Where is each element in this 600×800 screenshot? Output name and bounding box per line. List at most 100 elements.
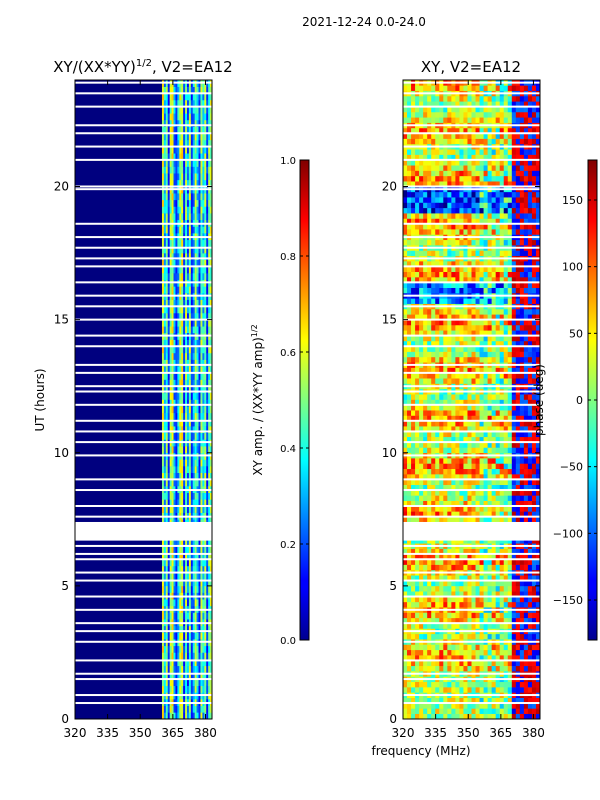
amplitude-cell [190, 139, 194, 147]
amplitude-cell [188, 625, 192, 633]
amplitude-cell [179, 206, 182, 214]
phase-cell [515, 687, 521, 693]
phase-cell [443, 580, 448, 587]
phase-cell [447, 537, 452, 544]
phase-cell [459, 511, 464, 517]
amplitude-cell [175, 406, 178, 414]
amplitude-cell [165, 479, 169, 487]
amplitude-cell [167, 273, 170, 280]
phase-cell [419, 500, 424, 507]
phase-cell [527, 665, 533, 672]
amplitude-cell [171, 412, 174, 420]
amplitude-cell [186, 319, 190, 327]
amplitude-cell [175, 266, 178, 274]
amplitude-cell [188, 139, 192, 147]
amplitude-cell [204, 412, 207, 420]
phase-cell [435, 655, 440, 661]
phase-cell [463, 506, 468, 512]
amplitude-cell [173, 685, 176, 693]
amplitude-cell [196, 672, 199, 680]
amplitude-blank-row [75, 222, 212, 225]
amplitude-cell [186, 199, 190, 207]
phase-cell [503, 596, 509, 603]
phase-cell [499, 378, 505, 384]
amplitude-cell [204, 339, 207, 347]
phase-cell [531, 649, 537, 656]
phase-cell [531, 681, 537, 688]
phase-cell [503, 394, 509, 400]
amplitude-cell [177, 652, 180, 660]
amplitude-cell [200, 399, 203, 407]
phase-cell [439, 463, 444, 470]
phase-cell [439, 687, 444, 693]
phase-cell [411, 436, 416, 443]
phase-cell [451, 511, 456, 517]
phase-cell [463, 665, 468, 672]
amplitude-cell [186, 372, 190, 380]
phase-cell [463, 585, 468, 592]
amplitude-cell [179, 306, 182, 314]
phase-cell [535, 367, 540, 374]
amplitude-cell [190, 239, 194, 247]
amplitude-cell [173, 659, 176, 667]
phase-cell [423, 447, 428, 454]
phase-cell [419, 378, 424, 384]
phase-cell [487, 633, 492, 640]
phase-cell [475, 537, 480, 544]
amplitude-cell [183, 672, 186, 680]
phase-cell [523, 649, 529, 656]
amplitude-cell [198, 312, 201, 320]
phase-cell [451, 484, 456, 491]
amplitude-cell [206, 446, 209, 454]
phase-cell [471, 372, 476, 379]
amplitude-cell [173, 392, 176, 400]
amplitude-cell [200, 346, 203, 354]
phase-cell [503, 708, 509, 714]
phase-cell [475, 644, 480, 651]
phase-cell [467, 511, 472, 517]
amplitude-cell [169, 712, 172, 719]
amplitude-cell [177, 446, 180, 454]
phase-cell [487, 447, 492, 454]
phase-cell [439, 490, 444, 496]
amplitude-cell [186, 339, 190, 347]
amplitude-cell [202, 259, 205, 267]
amplitude-cell [175, 565, 178, 573]
phase-cell [431, 564, 436, 571]
phase-cell [459, 404, 464, 411]
amplitude-cell [198, 306, 201, 314]
phase-cell [475, 580, 480, 587]
phase-cell [495, 633, 501, 640]
amplitude-cell [192, 399, 195, 407]
phase-cell [447, 644, 452, 651]
amplitude-cell [181, 712, 184, 719]
phase-cell [459, 591, 464, 597]
amplitude-cell [175, 665, 178, 673]
phase-cell [455, 665, 460, 672]
phase-cell [523, 356, 529, 363]
phase-cell [515, 713, 521, 719]
amplitude-cell [185, 492, 188, 500]
amplitude-cell [165, 173, 169, 181]
amplitude-cell [167, 166, 170, 174]
amplitude-cell [186, 133, 190, 141]
amplitude-cell [198, 206, 201, 214]
phase-cell [431, 463, 436, 470]
phase-cell [463, 447, 468, 454]
phase-cell [515, 617, 521, 624]
phase-cell [511, 564, 517, 571]
amplitude-cell [206, 545, 209, 553]
amplitude-cell [188, 459, 192, 467]
phase-cell [503, 500, 509, 507]
amplitude-cell [179, 466, 182, 474]
phase-cell [407, 655, 412, 661]
phase-cell [467, 431, 472, 438]
phase-cell [415, 708, 420, 714]
amplitude-cell [173, 399, 176, 407]
amplitude-cell [196, 226, 199, 234]
phase-cell [503, 633, 509, 640]
phase-cell [523, 612, 529, 619]
amplitude-cell [185, 366, 188, 374]
amplitude-cell [196, 319, 199, 327]
phase-cell [407, 617, 412, 624]
